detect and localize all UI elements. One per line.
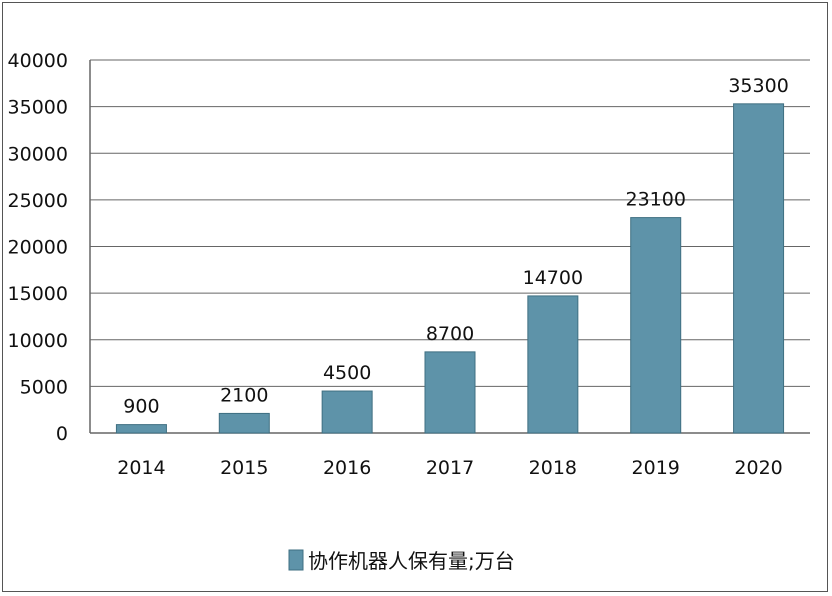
y-tick-label: 40000 (8, 50, 68, 72)
legend: 协作机器人保有量;万台 (288, 549, 515, 573)
y-tick-label: 30000 (8, 143, 68, 165)
data-label-2014: 900 (123, 396, 159, 418)
y-tick-label: 20000 (8, 237, 68, 259)
x-tick-label-2017: 2017 (426, 457, 474, 479)
bar-2014 (115, 424, 167, 434)
x-tick-label-2014: 2014 (117, 457, 165, 479)
y-tick-label: 35000 (8, 97, 68, 119)
bars (115, 103, 785, 434)
data-label-2019: 23100 (625, 189, 685, 211)
data-label-2015: 2100 (220, 384, 268, 406)
x-tick-label-2015: 2015 (220, 457, 268, 479)
data-labels: 900 2100 4500 8700 14700 23100 35300 (123, 75, 789, 418)
y-tick-label: 5000 (20, 376, 68, 398)
gridlines (90, 59, 810, 387)
x-tick-label-2016: 2016 (323, 457, 371, 479)
y-tick-label: 25000 (8, 190, 68, 212)
x-tick-label-2020: 2020 (734, 457, 782, 479)
data-label-2017: 8700 (426, 323, 474, 345)
bar-2020 (733, 103, 785, 434)
x-tick-label-2018: 2018 (529, 457, 577, 479)
data-label-2016: 4500 (323, 362, 371, 384)
bar-2017 (424, 351, 476, 434)
y-tick-label: 15000 (8, 283, 68, 305)
data-label-2020: 35300 (728, 75, 788, 97)
bar-2019 (630, 217, 682, 434)
legend-swatch (288, 549, 304, 571)
bar-2018 (527, 295, 579, 434)
bar-2016 (321, 390, 373, 434)
y-tick-label: 0 (56, 423, 68, 445)
x-tick-label-2019: 2019 (632, 457, 680, 479)
y-tick-label: 10000 (8, 330, 68, 352)
legend-label: 协作机器人保有量;万台 (308, 549, 515, 573)
y-tick-labels: 0 5000 10000 15000 20000 25000 30000 35000 40000 (8, 50, 68, 445)
bar-2015 (218, 412, 270, 434)
x-tick-labels: 2014 2015 2016 2017 2018 2019 2020 (117, 457, 783, 479)
data-label-2018: 14700 (523, 267, 583, 289)
